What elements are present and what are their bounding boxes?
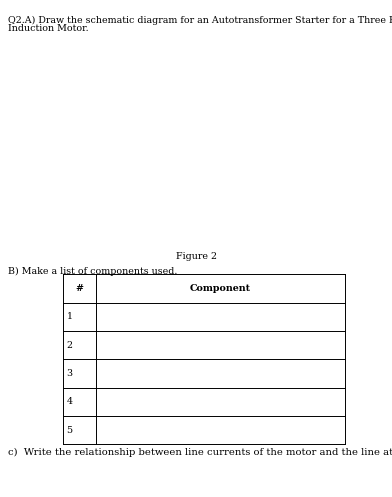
Text: 2: 2 <box>67 340 73 350</box>
Text: #: # <box>75 284 83 293</box>
Text: Q2.A) Draw the schematic diagram for an Autotransformer Starter for a Three Phas: Q2.A) Draw the schematic diagram for an … <box>8 16 392 25</box>
Text: Figure 2: Figure 2 <box>176 252 216 261</box>
Text: 1: 1 <box>67 312 73 322</box>
Text: 5: 5 <box>67 425 73 435</box>
Text: 3: 3 <box>67 369 73 378</box>
Text: B) Make a list of components used.: B) Make a list of components used. <box>8 266 177 275</box>
Text: 4: 4 <box>67 397 73 407</box>
Text: c)  Write the relationship between line currents of the motor and the line at st: c) Write the relationship between line c… <box>8 448 392 457</box>
Text: Component: Component <box>190 284 251 293</box>
Text: Induction Motor.: Induction Motor. <box>8 24 89 33</box>
